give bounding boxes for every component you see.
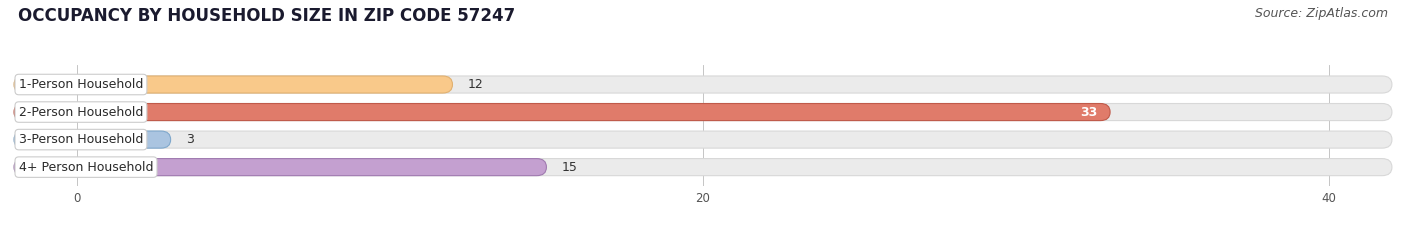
Text: 12: 12: [468, 78, 484, 91]
Text: 1-Person Household: 1-Person Household: [18, 78, 143, 91]
Text: 2-Person Household: 2-Person Household: [18, 106, 143, 119]
FancyBboxPatch shape: [14, 103, 1392, 121]
Text: OCCUPANCY BY HOUSEHOLD SIZE IN ZIP CODE 57247: OCCUPANCY BY HOUSEHOLD SIZE IN ZIP CODE …: [18, 7, 516, 25]
FancyBboxPatch shape: [14, 76, 453, 93]
FancyBboxPatch shape: [14, 131, 170, 148]
FancyBboxPatch shape: [14, 159, 1392, 176]
FancyBboxPatch shape: [14, 103, 1111, 121]
FancyBboxPatch shape: [14, 131, 1392, 148]
Text: 15: 15: [562, 161, 578, 174]
Text: Source: ZipAtlas.com: Source: ZipAtlas.com: [1254, 7, 1388, 20]
Text: 33: 33: [1080, 106, 1098, 119]
Text: 3-Person Household: 3-Person Household: [18, 133, 143, 146]
Text: 3: 3: [186, 133, 194, 146]
FancyBboxPatch shape: [14, 76, 1392, 93]
FancyBboxPatch shape: [14, 159, 547, 176]
Text: 4+ Person Household: 4+ Person Household: [18, 161, 153, 174]
